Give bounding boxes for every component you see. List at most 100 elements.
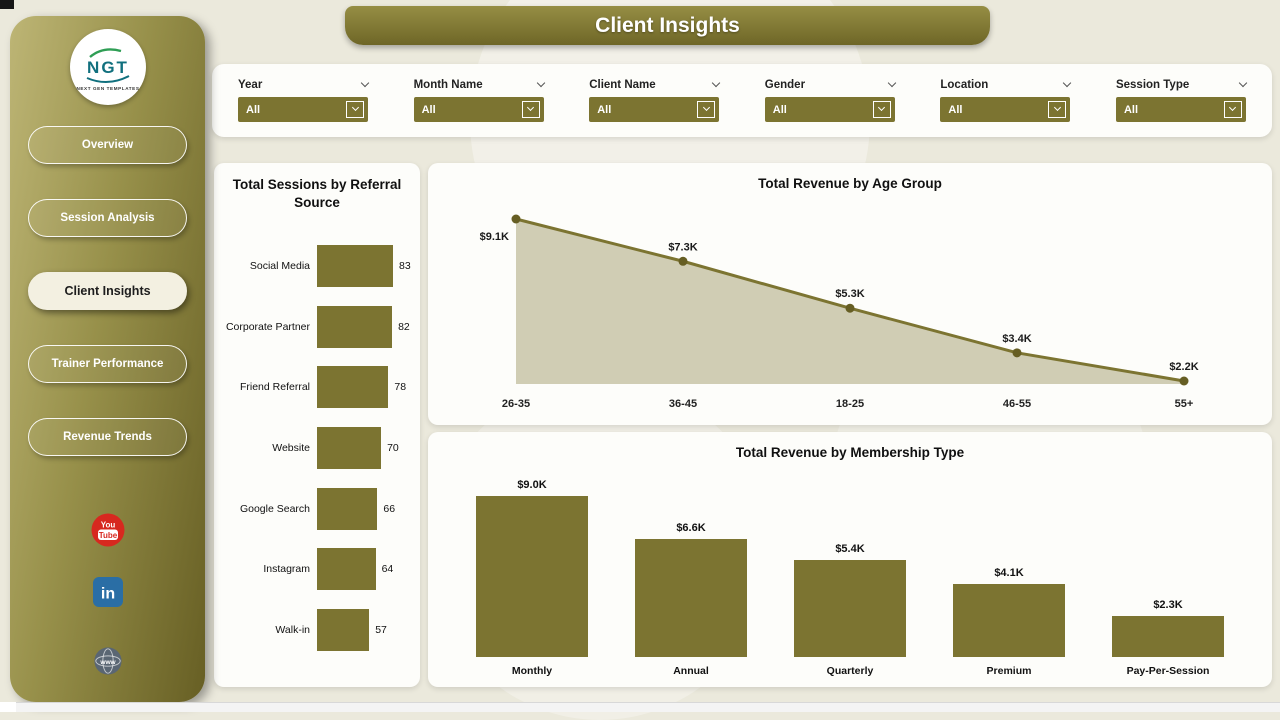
filter-month-name: Month Name All xyxy=(413,78,545,122)
filter-label: Gender xyxy=(764,79,806,91)
chevron-down-icon xyxy=(1053,103,1061,112)
sidebar-item-label: Client Insights xyxy=(64,284,151,298)
filter-session-type-dropdown[interactable]: All xyxy=(1115,97,1246,122)
logo-swoosh-icon xyxy=(86,75,129,83)
ngt-logo: NGT NEXT GEN TEMPLATES xyxy=(69,29,146,105)
age-point-marker[interactable] xyxy=(1179,376,1189,386)
membership-column: $5.4K Quarterly xyxy=(774,476,926,677)
chevron-down-icon[interactable] xyxy=(1238,78,1248,88)
filter-gender: Gender All xyxy=(764,78,897,122)
referral-bar[interactable] xyxy=(317,245,393,287)
filter-value: All xyxy=(948,103,963,116)
age-value-label: $9.1K xyxy=(480,231,509,243)
referral-row: Google Search 66 xyxy=(218,487,416,530)
age-category-label: 46-55 xyxy=(1003,398,1031,410)
referral-value-label: 70 xyxy=(387,441,399,454)
referral-bar[interactable] xyxy=(317,305,393,348)
membership-bar[interactable] xyxy=(953,584,1065,657)
filter-month-name-dropdown[interactable]: All xyxy=(413,97,544,122)
logo-circle xyxy=(73,33,142,101)
filter-year-dropdown[interactable]: All xyxy=(238,97,368,122)
membership-column: $6.6K Annual xyxy=(615,476,767,677)
bottom-scrollbar-track[interactable] xyxy=(0,702,1280,712)
website-globe-icon[interactable]: www xyxy=(10,646,205,676)
membership-category-label: Premium xyxy=(986,665,1032,677)
referral-row: Instagram 64 xyxy=(218,548,416,591)
referral-bar[interactable] xyxy=(317,426,382,469)
filter-label: Month Name xyxy=(413,79,483,91)
referral-category-label: Walk-in xyxy=(275,623,310,636)
age-point-marker[interactable] xyxy=(511,214,521,224)
filter-client-name-dropdown[interactable]: All xyxy=(589,97,720,122)
age-category-label: 26-35 xyxy=(502,398,530,410)
referral-value-label: 82 xyxy=(398,320,410,333)
age-value-label: $3.4K xyxy=(1002,333,1031,345)
referral-value-label: 78 xyxy=(394,381,407,394)
age-point-marker[interactable] xyxy=(678,256,688,266)
referral-category-label: Instagram xyxy=(263,563,310,576)
referral-value-label: 64 xyxy=(381,563,394,576)
chevron-down-icon[interactable] xyxy=(360,78,370,88)
referral-bar[interactable] xyxy=(317,366,389,409)
age-value-label: $2.2K xyxy=(1169,361,1198,373)
linkedin-text: in xyxy=(100,586,114,603)
sidebar-item-label: Overview xyxy=(81,139,134,151)
referral-row: Corporate Partner 82 xyxy=(218,305,416,348)
chevron-down-icon[interactable] xyxy=(536,78,545,88)
sidebar-item-session-analysis[interactable]: Session Analysis xyxy=(28,199,187,237)
age-chart-svg: $9.1K 26-35 $7.3K 36-45 $5.3K 18-25 $3.4K 46-55… xyxy=(480,214,1199,410)
filter-gender-dropdown[interactable]: All xyxy=(764,97,895,122)
membership-value-label: $2.3K xyxy=(1153,599,1183,611)
age-category-label: 36-45 xyxy=(669,398,697,410)
sidebar-item-label: Revenue Trends xyxy=(63,431,152,443)
membership-value-label: $5.4K xyxy=(835,543,865,555)
membership-bar[interactable] xyxy=(794,560,906,657)
linkedin-icon[interactable]: in xyxy=(10,576,205,608)
filter-year: Year All xyxy=(238,78,370,122)
chart-title: Total Sessions by Referral Source xyxy=(232,177,402,210)
membership-bar[interactable] xyxy=(635,539,747,657)
chevron-down-icon[interactable] xyxy=(711,78,721,88)
membership-column: $2.3K Pay-Per-Session xyxy=(1092,476,1244,677)
membership-column: $9.0K Monthly xyxy=(456,476,608,677)
chevron-down-icon xyxy=(527,103,535,112)
bottom-corner-notch xyxy=(0,702,16,712)
dropdown-chevron-box xyxy=(346,101,364,118)
dropdown-chevron-box xyxy=(872,101,891,118)
age-value-label: $5.3K xyxy=(835,288,864,300)
sidebar-item-trainer-performance[interactable]: Trainer Performance xyxy=(28,345,187,383)
chevron-down-icon[interactable] xyxy=(887,78,897,88)
chevron-down-icon[interactable] xyxy=(1063,78,1072,88)
filter-label: Client Name xyxy=(589,79,656,91)
membership-type-panel: Total Revenue by Membership Type $9.0K Mo… xyxy=(428,432,1272,687)
chevron-down-icon xyxy=(878,103,886,112)
filter-value: All xyxy=(597,103,612,116)
membership-value-label: $9.0K xyxy=(517,479,547,491)
membership-bar[interactable] xyxy=(1112,616,1224,657)
filter-location-dropdown[interactable]: All xyxy=(940,97,1071,122)
logo-text: NGT xyxy=(87,58,129,77)
referral-value-label: 66 xyxy=(383,502,396,515)
membership-category-label: Quarterly xyxy=(826,665,874,677)
membership-column: $4.1K Premium xyxy=(933,476,1085,677)
sidebar-item-overview[interactable]: Overview xyxy=(28,126,187,164)
age-point-marker[interactable] xyxy=(845,303,855,313)
sidebar-item-revenue-trends[interactable]: Revenue Trends xyxy=(28,418,187,456)
referral-bar[interactable] xyxy=(317,548,376,591)
sidebar-item-client-insights[interactable]: Client Insights xyxy=(28,272,187,310)
sidebar: NGT NEXT GEN TEMPLATES Overview Session … xyxy=(10,16,205,702)
dropdown-chevron-box xyxy=(697,101,716,118)
membership-bar[interactable] xyxy=(476,496,588,657)
filter-label: Year xyxy=(238,79,263,91)
age-category-label: 55+ xyxy=(1175,398,1194,410)
age-point-marker[interactable] xyxy=(1012,348,1022,358)
youtube-icon[interactable]: You Tube xyxy=(10,513,205,547)
filter-label: Location xyxy=(940,79,989,91)
referral-bar[interactable] xyxy=(317,608,370,651)
referral-row: Social Media 83 xyxy=(218,245,416,287)
membership-category-label: Annual xyxy=(673,665,709,677)
referral-bar[interactable] xyxy=(317,487,378,530)
membership-category-label: Pay-Per-Session xyxy=(1126,665,1210,677)
filter-value: All xyxy=(1123,103,1139,116)
age-area-fill xyxy=(516,219,1184,384)
